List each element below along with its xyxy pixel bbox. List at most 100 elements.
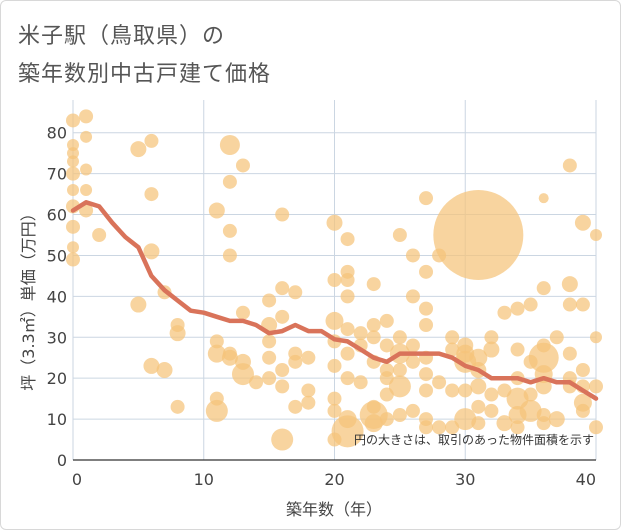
data-bubble bbox=[454, 408, 477, 431]
data-bubble bbox=[523, 387, 538, 402]
data-bubble bbox=[275, 309, 290, 324]
data-bubble bbox=[484, 403, 499, 418]
y-tick-label: 60 bbox=[47, 206, 67, 225]
data-bubble bbox=[483, 341, 500, 358]
data-bubble bbox=[590, 331, 602, 344]
data-bubble bbox=[66, 166, 80, 181]
data-bubble bbox=[589, 379, 603, 394]
data-bubble bbox=[340, 273, 355, 287]
data-bubble bbox=[288, 399, 303, 414]
data-bubble bbox=[366, 330, 381, 345]
data-bubble bbox=[379, 313, 394, 328]
data-bubble bbox=[419, 420, 434, 435]
data-bubble bbox=[445, 342, 460, 357]
data-bubble bbox=[562, 346, 577, 361]
data-bubble bbox=[548, 411, 565, 428]
data-bubble bbox=[275, 379, 290, 394]
data-bubble bbox=[67, 241, 79, 254]
data-bubble bbox=[325, 311, 344, 330]
data-bubble bbox=[80, 163, 93, 176]
data-bubble bbox=[590, 229, 602, 241]
data-bubble bbox=[445, 383, 460, 398]
data-bubble bbox=[528, 342, 559, 373]
data-bubble bbox=[419, 301, 434, 316]
data-bubble bbox=[471, 416, 486, 431]
trend-layer bbox=[70, 200, 599, 401]
data-bubble bbox=[340, 371, 355, 386]
data-bubble bbox=[144, 133, 159, 148]
data-bubble bbox=[562, 297, 577, 312]
chart-title-line1: 米子駅（鳥取県）の bbox=[18, 24, 226, 49]
data-bubble bbox=[67, 155, 79, 168]
data-bubble bbox=[221, 349, 238, 366]
data-bubble bbox=[510, 420, 525, 435]
data-bubble bbox=[405, 403, 420, 418]
y-tick-label: 10 bbox=[47, 410, 67, 429]
data-bubble bbox=[471, 399, 486, 414]
data-bubble bbox=[405, 289, 420, 304]
data-bubble bbox=[301, 395, 316, 410]
axes: 0 10 20 30 40 50 60 70 80 0 10 20 30 40 bbox=[47, 124, 596, 489]
chart-title-line2: 築年数別中古戸建て価格 bbox=[18, 62, 272, 87]
data-bubble bbox=[379, 387, 394, 402]
data-bubble bbox=[79, 109, 94, 124]
data-bubble bbox=[510, 342, 525, 357]
size-annotation: 円の大きさは、取引のあった物件面積を示す bbox=[354, 432, 594, 447]
data-bubble bbox=[575, 403, 590, 418]
data-bubble bbox=[143, 357, 160, 374]
data-bubble bbox=[510, 301, 525, 316]
y-tick-label: 50 bbox=[47, 246, 67, 265]
data-bubble bbox=[235, 158, 250, 173]
data-bubble bbox=[301, 383, 316, 398]
data-bubble bbox=[536, 281, 551, 296]
y-tick-label: 0 bbox=[57, 451, 67, 470]
data-bubble bbox=[574, 214, 591, 231]
data-bubble bbox=[353, 326, 368, 341]
data-bubble bbox=[130, 141, 147, 158]
data-bubble bbox=[288, 285, 303, 300]
data-bubble bbox=[359, 401, 388, 429]
data-bubble bbox=[288, 354, 303, 369]
y-axis-label: 坪（3.3㎡）単価（万円） bbox=[19, 205, 38, 390]
data-bubble bbox=[209, 334, 224, 349]
data-bubble bbox=[80, 184, 93, 196]
data-bubble bbox=[575, 363, 590, 377]
data-bubble bbox=[523, 297, 538, 312]
data-bubble bbox=[392, 330, 407, 345]
data-bubble bbox=[340, 322, 355, 337]
data-bubble bbox=[169, 325, 186, 342]
data-bubble bbox=[208, 202, 225, 219]
data-bubble bbox=[222, 223, 237, 238]
data-bubble bbox=[130, 296, 147, 313]
data-bubble bbox=[143, 243, 160, 260]
data-bubble bbox=[222, 174, 237, 189]
x-tick-label: 20 bbox=[324, 470, 344, 489]
data-bubble bbox=[562, 158, 577, 173]
data-bubble bbox=[433, 190, 524, 280]
data-bubble bbox=[340, 346, 355, 361]
data-bubble bbox=[67, 184, 79, 196]
data-bubble bbox=[301, 350, 316, 365]
data-bubble bbox=[379, 338, 394, 353]
data-bubble bbox=[92, 228, 107, 242]
data-bubble bbox=[366, 277, 381, 292]
data-bubble bbox=[405, 248, 420, 263]
data-bubble bbox=[66, 219, 80, 234]
data-bubble bbox=[156, 362, 173, 378]
data-bubble bbox=[262, 371, 277, 386]
data-bubble bbox=[432, 375, 447, 390]
bubble-layer bbox=[66, 109, 603, 451]
data-bubble bbox=[262, 350, 277, 365]
data-bubble bbox=[327, 403, 342, 418]
y-tick-label: 40 bbox=[47, 287, 67, 306]
trend-line bbox=[70, 200, 599, 401]
x-axis-label: 築年数（年） bbox=[286, 500, 382, 519]
data-bubble bbox=[536, 416, 551, 431]
x-tick-label: 10 bbox=[194, 470, 214, 489]
y-tick-label: 30 bbox=[47, 328, 67, 347]
data-bubble bbox=[405, 354, 420, 369]
data-bubble bbox=[549, 330, 564, 345]
data-bubble bbox=[497, 305, 512, 320]
